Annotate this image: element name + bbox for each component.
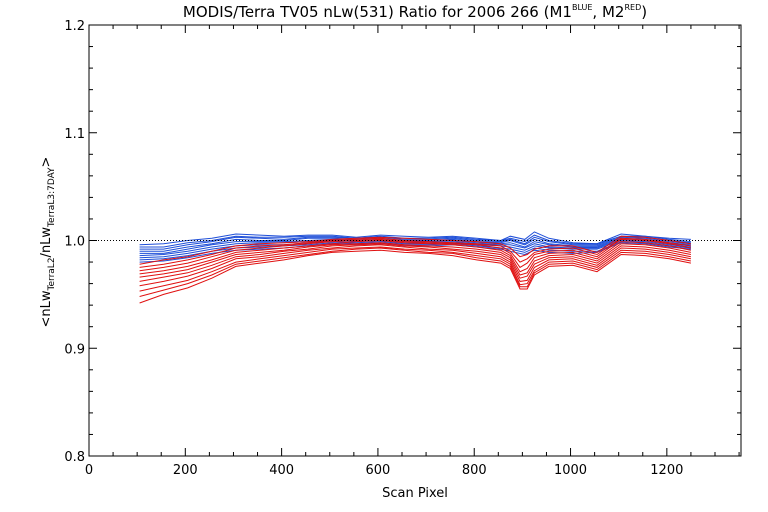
x-tick-label: 800 — [462, 463, 487, 478]
red-series-line-19 — [139, 249, 691, 304]
red-series-line-14 — [139, 242, 691, 278]
y-tick-label: 0.8 — [64, 450, 85, 465]
red-series-line-16 — [139, 244, 691, 287]
y-tick-label: 1.0 — [64, 235, 85, 250]
chart-title: MODIS/Terra TV05 nLw(531) Ratio for 2006… — [183, 3, 647, 21]
x-tick-label: 200 — [173, 463, 198, 478]
blue-series-line-2 — [139, 233, 691, 248]
red-series-line-12 — [139, 238, 691, 272]
red-series-line-18 — [139, 247, 691, 297]
x-tick-label: 1200 — [650, 463, 683, 478]
y-axis-title: <nLwTerraL2/nLwTerraL3:7DAY> — [39, 157, 57, 328]
x-tick-label: 1000 — [554, 463, 587, 478]
red-series-line-17 — [139, 246, 691, 292]
red-series-line-15 — [139, 243, 691, 282]
y-tick-label: 1.2 — [64, 19, 85, 34]
axis-ticks: 0 200 400 600 800 1000 1200 0.8 0.9 1.0 1.1 1.2 — [64, 19, 741, 478]
blue-series-line-5 — [139, 237, 691, 254]
x-tick-label: 0 — [85, 463, 93, 478]
series-layer — [139, 231, 691, 304]
red-series-line-13 — [139, 239, 691, 275]
y-tick-label: 0.9 — [64, 342, 85, 357]
x-tick-label: 600 — [366, 463, 391, 478]
x-axis-title: Scan Pixel — [382, 486, 448, 501]
x-tick-label: 400 — [269, 463, 294, 478]
blue-series-line-3 — [139, 235, 691, 250]
y-tick-label: 1.1 — [64, 127, 85, 142]
red-series-line-11 — [139, 237, 691, 268]
